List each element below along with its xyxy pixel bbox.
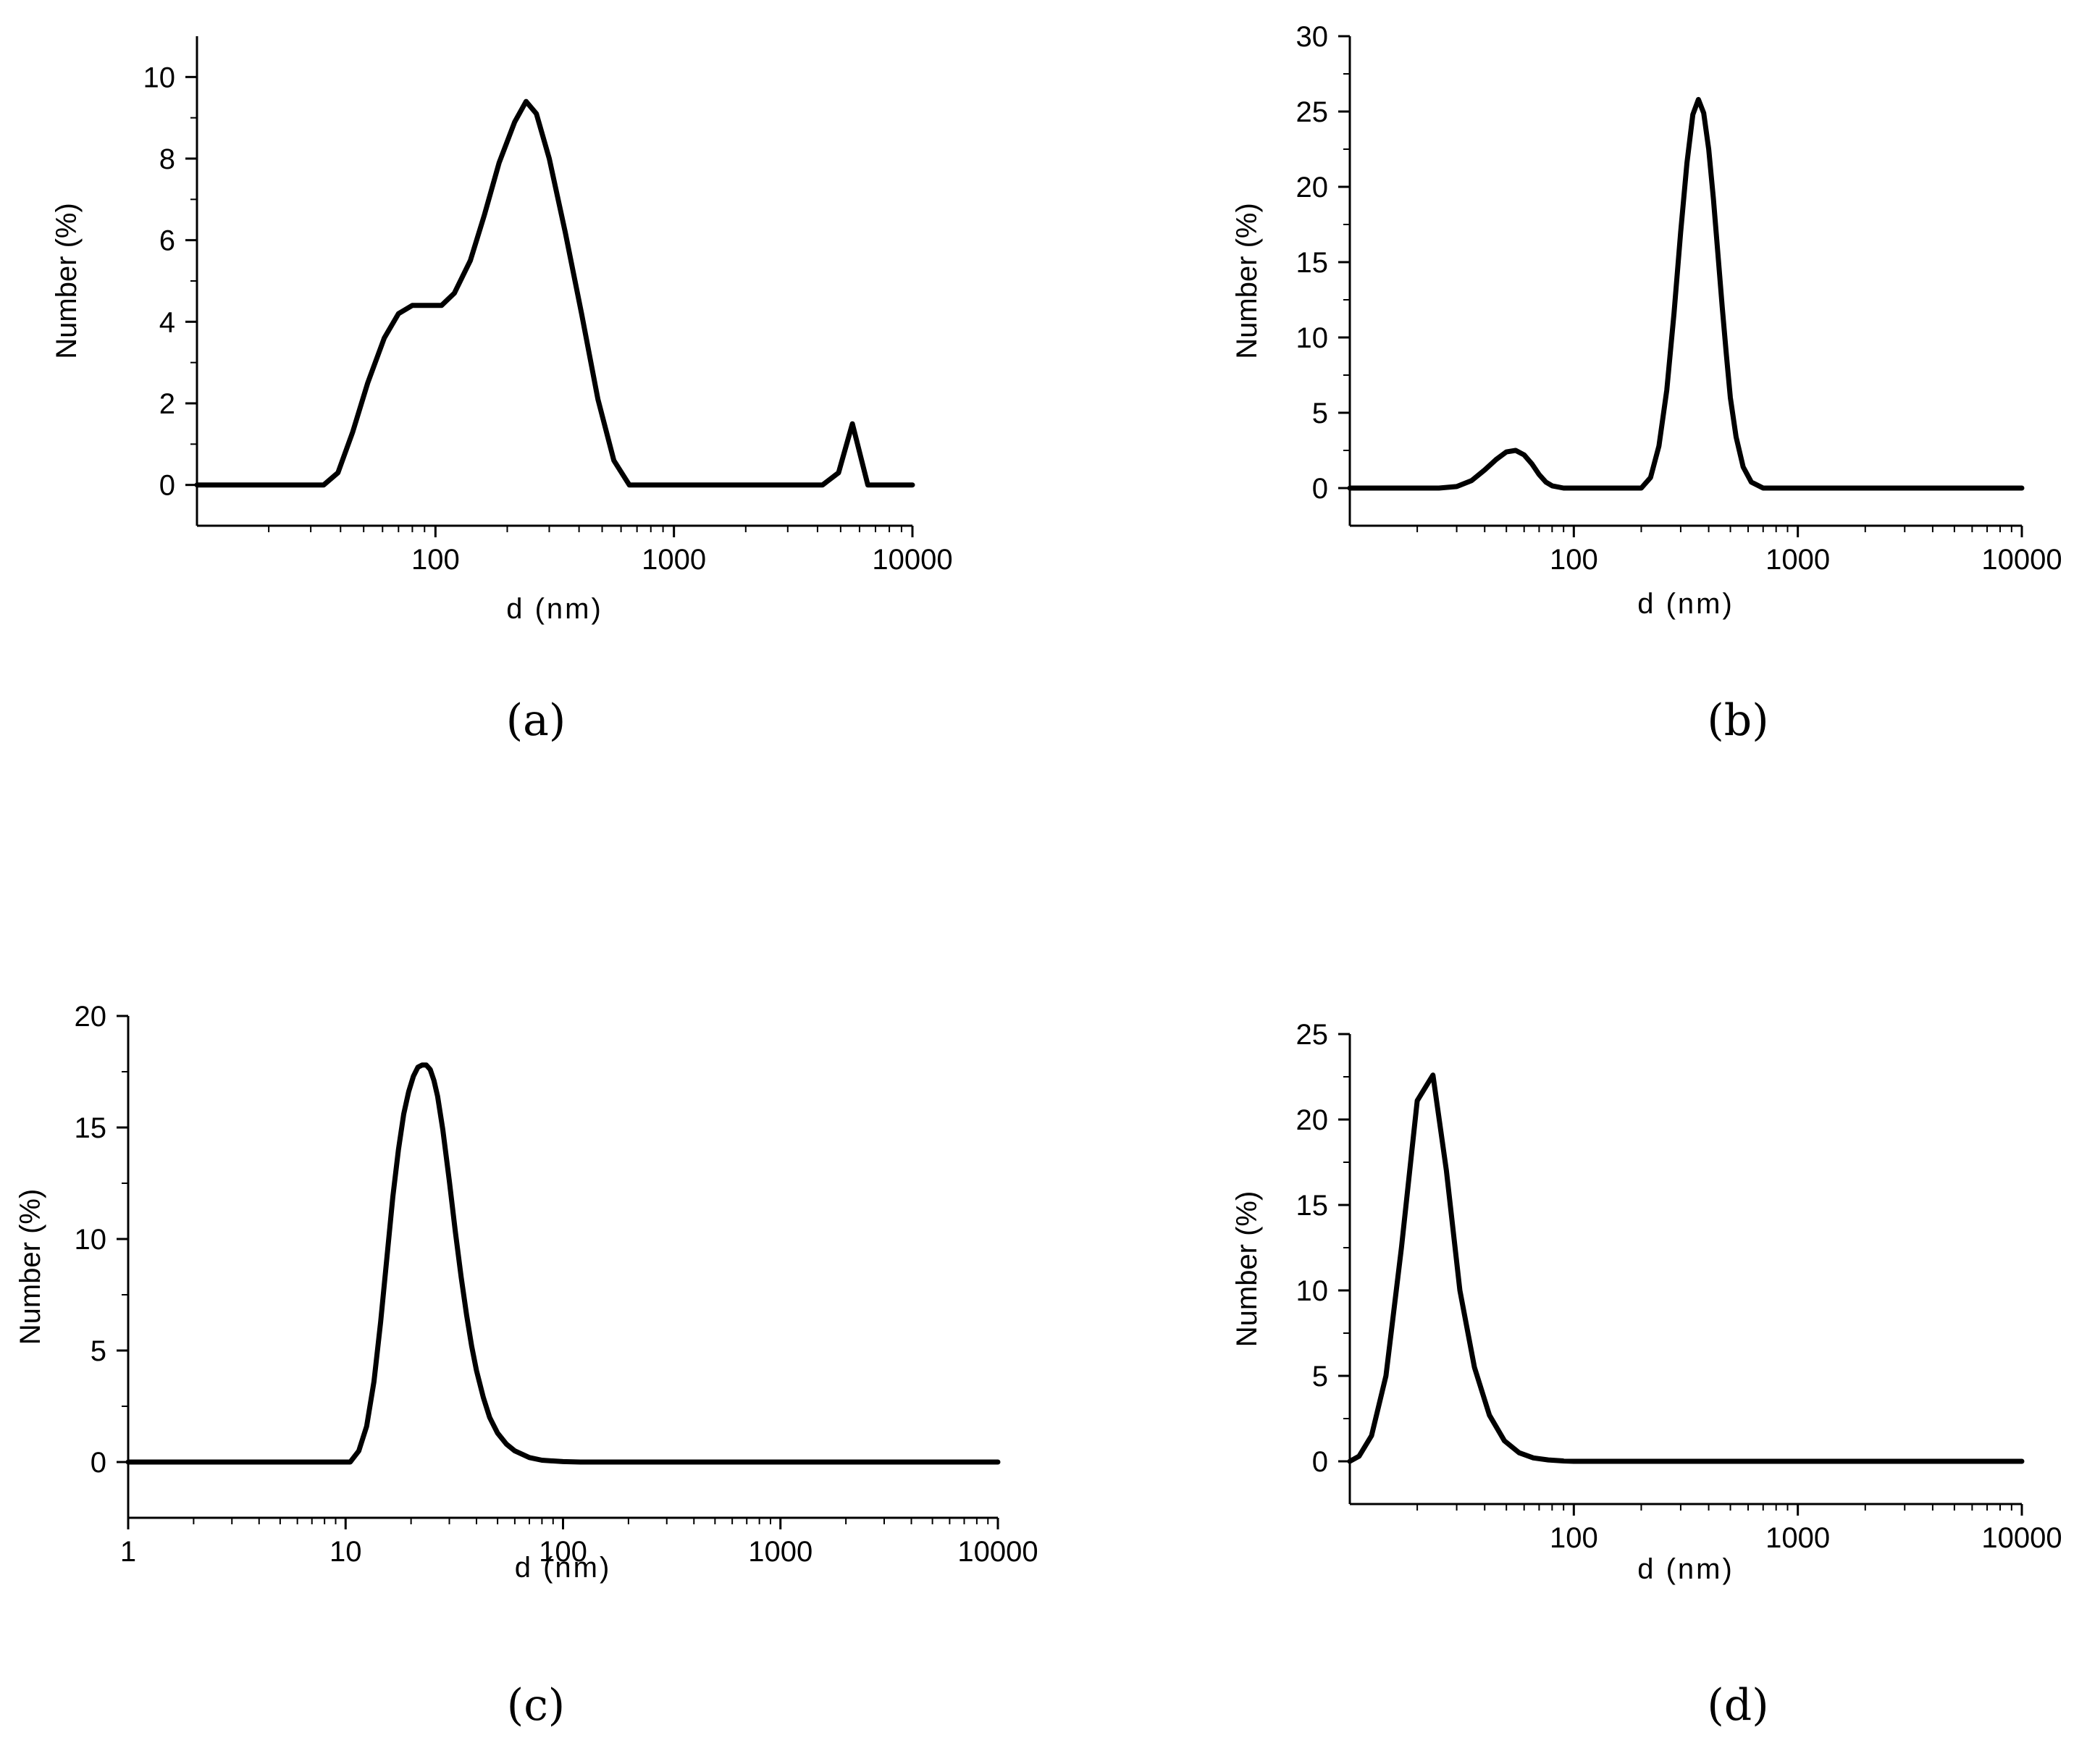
y-tick-label-a: 6 [159, 225, 175, 257]
chart-c: 0 5 10 15 20 1 10 100 1000 10000 d (nm) Number (%) [14, 1001, 1038, 1584]
y-tick-label-c: 15 [75, 1112, 107, 1144]
x-tick-label-a: 1000 [642, 544, 706, 576]
caption-d: (d) [1707, 1680, 1769, 1731]
y-tick-label-a: 8 [159, 143, 175, 175]
series-line-a [194, 98, 915, 488]
x-tick-label-d: 10000 [1981, 1522, 2062, 1554]
x-tick-label-b: 100 [1550, 544, 1598, 576]
y-tick-label-d: 15 [1296, 1190, 1329, 1222]
series-line-d [1347, 1072, 2025, 1464]
y-axis-label-c: Number (%) [14, 1189, 46, 1345]
caption-c: (c) [506, 1680, 566, 1731]
x-tick-label-a: 10000 [872, 544, 952, 576]
y-tick-label-b: 10 [1296, 322, 1329, 354]
x-axis-label-a: d (nm) [506, 593, 603, 625]
y-tick-label-c: 20 [75, 1001, 107, 1033]
x-axis-label-b: d (nm) [1637, 588, 1734, 620]
y-tick-label-b: 0 [1312, 473, 1328, 505]
y-tick-label-b: 25 [1296, 96, 1329, 128]
x-tick-label-d: 1000 [1765, 1522, 1830, 1554]
y-tick-label-d: 25 [1296, 1019, 1329, 1051]
y-tick-label-b: 5 [1312, 398, 1328, 429]
caption-a: (a) [505, 695, 566, 746]
chart-d: 0 5 10 15 20 25 100 1000 10000 d (nm) Number (%) [1231, 1019, 2062, 1585]
y-tick-label-b: 30 [1296, 21, 1329, 53]
x-axis-label-c: d (nm) [515, 1552, 612, 1584]
y-tick-label-d: 10 [1296, 1275, 1329, 1307]
chart-a: 0 2 4 6 8 10 100 1000 10000 d (nm) Number (%) [51, 36, 953, 625]
x-tick-label-c: 10000 [957, 1536, 1038, 1568]
y-tick-label-d: 0 [1312, 1446, 1328, 1478]
chart-b: 0 5 10 15 20 25 30 100 1000 10000 d (nm) Number (%) [1231, 21, 2062, 620]
x-tick-label-c: 1 [120, 1536, 136, 1568]
series-line-c [125, 1062, 1001, 1465]
y-tick-label-c: 0 [91, 1447, 106, 1479]
x-tick-label-d: 100 [1550, 1522, 1598, 1554]
y-axis-label-b: Number (%) [1231, 203, 1263, 359]
y-tick-label-a: 10 [143, 62, 176, 93]
y-tick-label-b: 15 [1296, 247, 1329, 279]
y-tick-label-c: 5 [91, 1335, 106, 1367]
caption-b: (b) [1707, 695, 1769, 746]
y-tick-label-d: 20 [1296, 1104, 1329, 1136]
x-tick-label-a: 100 [411, 544, 460, 576]
y-tick-label-c: 10 [75, 1224, 107, 1256]
x-tick-label-c: 10 [329, 1536, 362, 1568]
y-tick-label-a: 4 [159, 306, 175, 338]
y-tick-label-a: 2 [159, 388, 175, 420]
y-axis-label-d: Number (%) [1231, 1191, 1263, 1348]
x-tick-label-c: 1000 [748, 1536, 812, 1568]
y-tick-label-d: 5 [1312, 1361, 1328, 1393]
x-tick-label-b: 1000 [1765, 544, 1830, 576]
x-tick-label-c: 100 [539, 1536, 587, 1568]
x-tick-label-b: 10000 [1981, 544, 2062, 576]
series-line-b [1347, 96, 2025, 491]
x-axis-label-d: d (nm) [1637, 1553, 1734, 1585]
y-tick-label-a: 0 [159, 470, 175, 502]
y-tick-label-b: 20 [1296, 172, 1329, 203]
y-axis-label-a: Number (%) [51, 203, 83, 359]
